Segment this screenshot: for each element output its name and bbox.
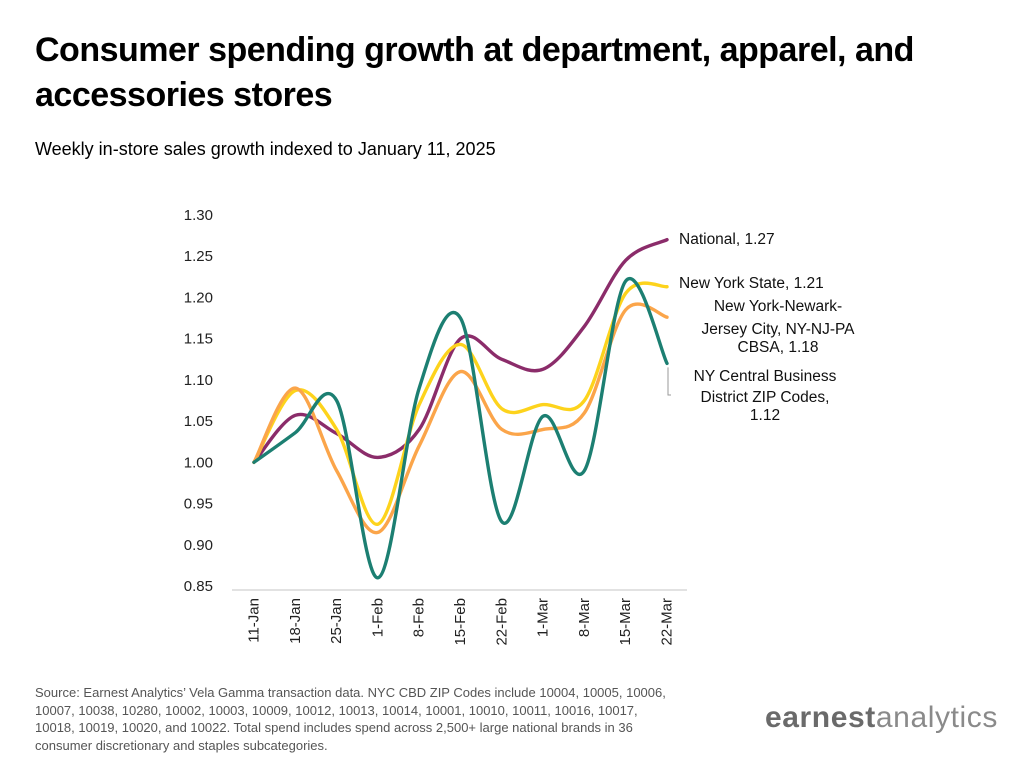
y-tick-label: 0.95	[184, 496, 213, 513]
label-national: National, 1.27	[679, 231, 775, 248]
line-chart: 0.85 0.90 0.95 1.00 1.05 1.10 1.15 1.20 1.25 1.30…	[184, 207, 855, 646]
line-ny-cbsa	[252, 302, 669, 535]
leader-line	[667, 367, 671, 396]
chart-subtitle: Weekly in-store sales growth indexed to …	[35, 139, 496, 159]
y-tick-label: 0.85	[184, 578, 213, 595]
y-tick-label: 1.25	[184, 248, 213, 265]
label-line: NY Central Business	[694, 368, 837, 385]
x-tick-label: 18-Jan	[287, 598, 304, 644]
label-ny-cbsa: New York-Newark- Jersey City, NY-NJ-PA CBS…	[701, 298, 855, 356]
y-tick-label: 1.00	[184, 454, 213, 471]
brand-logo: earnestanalytics	[765, 700, 998, 736]
line-national	[252, 238, 669, 464]
source-note: Source: Earnest Analytics’ Vela Gamma tr…	[35, 685, 666, 753]
line-new-york-state	[252, 281, 669, 526]
label-line: Jersey City, NY-NJ-PA	[701, 321, 855, 338]
label-line: 1.12	[750, 407, 780, 424]
x-tick-label: 15-Feb	[452, 598, 469, 646]
label-ny-cbd-zip: NY Central Business District ZIP Codes, 1.…	[694, 368, 837, 424]
x-tick-label: 1-Feb	[369, 598, 386, 637]
logo-word-earnest: earnest	[764, 701, 876, 734]
y-tick-label: 1.15	[184, 331, 213, 348]
series-end-labels: National, 1.27 New York State, 1.21 New Yo…	[667, 231, 855, 424]
y-tick-label: 1.20	[184, 289, 213, 306]
chart-title: Consumer spending growth at department, …	[35, 31, 914, 114]
label-new-york-state: New York State, 1.21	[679, 275, 824, 292]
x-tick-label: 8-Mar	[576, 598, 593, 637]
line-ny-cbd-zip	[252, 276, 669, 580]
label-line: National, 1.27	[679, 231, 775, 248]
series-lines	[252, 238, 669, 580]
x-tick-label: 11-Jan	[246, 598, 263, 643]
x-tick-label: 15-Mar	[617, 598, 634, 646]
y-tick-label: 0.90	[184, 537, 213, 554]
y-tick-label: 1.05	[184, 413, 213, 430]
x-tick-label: 22-Mar	[659, 598, 676, 646]
y-tick-label: 1.30	[184, 207, 213, 224]
x-tick-label: 8-Feb	[411, 598, 428, 637]
x-tick-label: 1-Mar	[535, 598, 552, 637]
x-tick-label: 22-Feb	[493, 598, 510, 646]
y-tick-label: 1.10	[184, 372, 213, 389]
label-line: District ZIP Codes,	[701, 389, 830, 406]
logo-word-analytics: analytics	[875, 701, 998, 734]
label-line: New York-Newark-	[714, 298, 842, 315]
label-line: New York State, 1.21	[679, 275, 824, 292]
x-axis: 11-Jan 18-Jan 25-Jan 1-Feb 8-Feb 15-Feb 22-Feb…	[232, 589, 687, 646]
x-tick-label: 25-Jan	[328, 598, 345, 644]
label-line: CBSA, 1.18	[738, 339, 819, 356]
y-axis: 0.85 0.90 0.95 1.00 1.05 1.10 1.15 1.20 1.25 1.30	[184, 207, 213, 595]
